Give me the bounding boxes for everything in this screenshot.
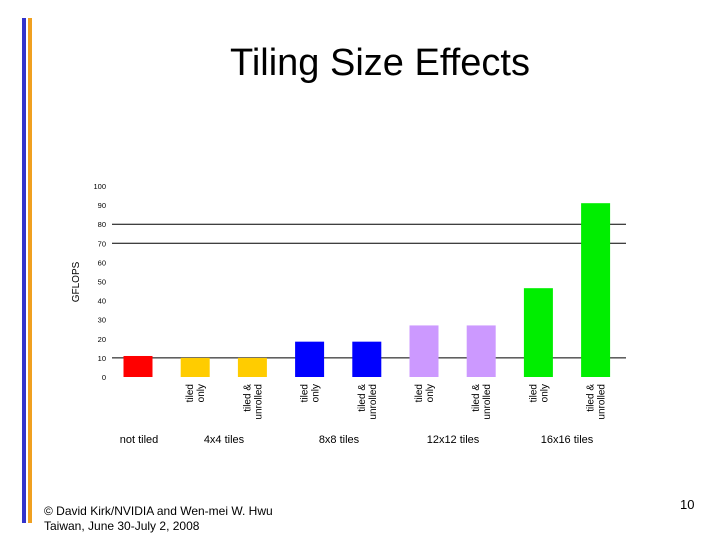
bar-category-label: tiled &unrolled <box>471 384 493 420</box>
group-label: 4x4 tiles <box>204 434 245 446</box>
bar <box>237 357 267 377</box>
bar <box>180 357 210 377</box>
y-tick-label: 70 <box>98 239 106 248</box>
y-tick-label: 60 <box>98 258 106 267</box>
footer-line-1: © David Kirk/NVIDIA and Wen-mei W. Hwu <box>44 504 273 518</box>
footer-credit: © David Kirk/NVIDIA and Wen-mei W. Hwu T… <box>44 504 273 534</box>
y-tick-label: 90 <box>98 201 106 210</box>
y-tick-label: 100 <box>93 182 106 191</box>
y-tick-label: 0 <box>102 373 106 382</box>
left-accent-bar-orange <box>28 18 32 523</box>
group-label: 12x12 tiles <box>427 434 480 446</box>
y-tick-label: 40 <box>98 297 106 306</box>
bar-category-label: tiledonly <box>185 384 207 402</box>
footer-line-2: Taiwan, June 30-July 2, 2008 <box>44 519 200 533</box>
bar <box>352 341 382 377</box>
left-accent-bar-blue <box>22 18 26 523</box>
bar <box>123 355 153 377</box>
bar-category-label: tiledonly <box>528 384 550 402</box>
bar <box>409 325 439 377</box>
bar-category-label: tiled &unrolled <box>586 384 608 420</box>
bar <box>466 325 496 377</box>
bar <box>581 203 611 377</box>
bar <box>523 288 553 377</box>
group-label: 16x16 tiles <box>541 434 594 446</box>
group-label: 8x8 tiles <box>319 434 360 446</box>
y-axis-label: GFLOPS <box>71 261 82 302</box>
bar-category-label: tiledonly <box>300 384 322 402</box>
group-label: not tiled <box>120 434 159 446</box>
page-number: 10 <box>680 497 695 512</box>
y-tick-label: 80 <box>98 220 106 229</box>
bar-category-label: tiledonly <box>414 384 436 402</box>
bar-category-label: tiled &unrolled <box>242 384 264 420</box>
y-tick-label: 20 <box>98 335 106 344</box>
bar-category-label: tiled &unrolled <box>357 384 379 420</box>
y-tick-label: 50 <box>98 278 106 287</box>
y-tick-label: 30 <box>98 316 106 325</box>
bar <box>295 341 325 377</box>
slide-title: Tiling Size Effects <box>230 42 530 84</box>
y-tick-label: 10 <box>98 354 106 363</box>
